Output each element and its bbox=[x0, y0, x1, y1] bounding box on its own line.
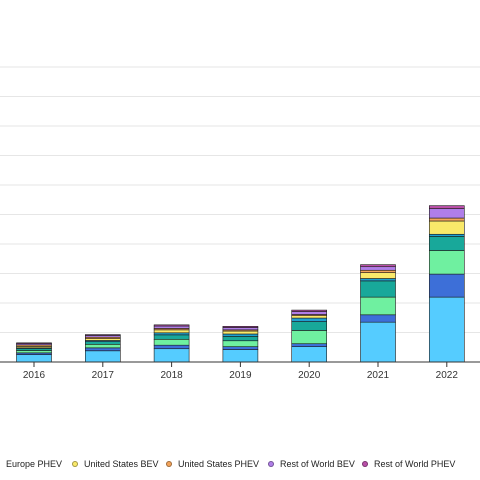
bar-segment bbox=[153, 324, 190, 327]
legend-item[interactable]: Europe PHEV bbox=[0, 459, 62, 469]
bar-segment bbox=[153, 332, 190, 336]
x-tick-label: 2017 bbox=[92, 370, 115, 381]
legend-item[interactable]: Rest of World PHEV bbox=[362, 459, 455, 469]
bar-segment bbox=[153, 325, 190, 329]
x-tick-label: 2018 bbox=[160, 370, 183, 381]
bar-segment bbox=[222, 333, 259, 337]
bar-segment bbox=[428, 250, 465, 275]
bar-segment bbox=[428, 296, 465, 363]
bar-segment bbox=[291, 317, 328, 322]
legend-item[interactable]: United States BEV bbox=[72, 459, 159, 469]
bar-segment bbox=[222, 326, 259, 328]
bar-segment bbox=[360, 314, 396, 323]
bar-segment bbox=[360, 264, 396, 268]
bar-segment bbox=[291, 315, 328, 319]
bar-segment bbox=[85, 341, 121, 345]
bar-segment bbox=[222, 349, 259, 363]
bar-segment bbox=[153, 329, 190, 334]
legend-label: Rest of World BEV bbox=[280, 459, 355, 469]
bar-segment bbox=[360, 269, 396, 273]
legend-swatch-icon bbox=[362, 461, 368, 467]
bar-segment bbox=[85, 350, 121, 363]
legend-swatch-icon bbox=[268, 461, 274, 467]
bar-segment bbox=[16, 342, 52, 345]
bar-segment bbox=[153, 334, 190, 340]
bar-segment bbox=[428, 220, 465, 235]
x-tick-label: 2022 bbox=[436, 370, 459, 381]
bar-segment bbox=[85, 347, 121, 352]
bar-segment bbox=[153, 344, 190, 350]
x-tick-label: 2019 bbox=[229, 370, 252, 381]
bar-segment bbox=[360, 272, 396, 279]
bar-segment bbox=[291, 330, 328, 345]
legend-item[interactable]: Rest of World BEV bbox=[268, 459, 355, 469]
bar-segment bbox=[291, 309, 328, 312]
bar-segment bbox=[291, 311, 328, 315]
bar-segment bbox=[291, 321, 328, 331]
bar-segment bbox=[360, 296, 396, 316]
bar-segment bbox=[291, 346, 328, 363]
bar-segment bbox=[428, 217, 465, 222]
legend-label: United States BEV bbox=[84, 459, 159, 469]
bar-segment bbox=[428, 273, 465, 298]
bar-segment bbox=[291, 343, 328, 347]
bar-segment bbox=[428, 208, 465, 219]
bar-segment bbox=[153, 338, 190, 346]
bar-segment bbox=[222, 327, 259, 331]
bar-segment bbox=[222, 340, 259, 347]
bar-segment bbox=[428, 205, 465, 209]
bar-segment bbox=[16, 354, 52, 363]
bar-segment bbox=[85, 343, 121, 349]
legend-swatch-icon bbox=[166, 461, 172, 467]
legend-label: Rest of World PHEV bbox=[374, 459, 456, 469]
bar-segment bbox=[85, 334, 121, 336]
bar-segment bbox=[153, 348, 190, 363]
x-tick-label: 2021 bbox=[367, 370, 390, 381]
bar-segment bbox=[222, 330, 259, 335]
legend-label: United States PHEV bbox=[178, 459, 260, 469]
bar-segment bbox=[222, 346, 259, 350]
bar-segment bbox=[360, 266, 396, 271]
legend-swatch-icon bbox=[72, 461, 78, 467]
x-tick-label: 2020 bbox=[298, 370, 321, 381]
bar-segment bbox=[360, 278, 396, 282]
x-tick-label: 2016 bbox=[23, 370, 46, 381]
bar-segment bbox=[360, 321, 396, 363]
bar-segment bbox=[360, 280, 396, 298]
legend-item[interactable]: United States PHEV bbox=[166, 459, 259, 469]
bar-segment bbox=[16, 350, 52, 354]
bar-segment bbox=[222, 336, 259, 342]
bar-segment bbox=[428, 233, 465, 237]
bar-segment bbox=[428, 236, 465, 251]
legend-label: Europe PHEV bbox=[6, 459, 63, 469]
